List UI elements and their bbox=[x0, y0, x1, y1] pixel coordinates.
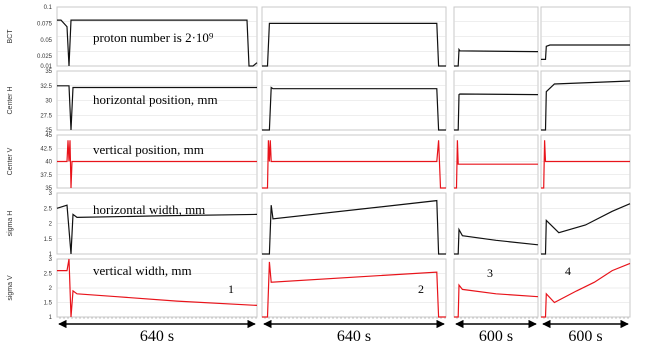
series-sigmaV-run3 bbox=[454, 283, 539, 318]
annotation-sigmaH: horizontal width, mm bbox=[93, 202, 205, 217]
ytick-bct-1: 0.075 bbox=[37, 21, 53, 27]
ytick-bct-4: 0.01 bbox=[40, 64, 52, 70]
series-sigmaV-run2 bbox=[262, 261, 446, 318]
ytick-centerV-4: 35 bbox=[45, 186, 52, 192]
series-bct-run2 bbox=[262, 22, 446, 67]
run-label-3: 3 bbox=[487, 266, 493, 280]
ylabel-sigmaH: sigma H bbox=[7, 211, 14, 237]
annotation-sigmaV: vertical width, mm bbox=[93, 263, 192, 278]
ytick-sigmaV-0: 3 bbox=[49, 257, 53, 263]
series-centerV-run4 bbox=[541, 140, 630, 189]
series-centerV-run2 bbox=[262, 140, 446, 189]
series-sigmaH-run4 bbox=[541, 203, 631, 255]
ylabel-centerV: Center V bbox=[7, 147, 14, 175]
series-bct-run1 bbox=[57, 19, 258, 67]
ytick-sigmaH-1: 2.5 bbox=[44, 206, 53, 212]
ytick-bct-2: 0.05 bbox=[40, 38, 52, 44]
annotation-bct: proton number is 2·10⁹ bbox=[93, 30, 214, 45]
series-centerH-run3 bbox=[454, 93, 539, 131]
ytick-centerV-1: 42.5 bbox=[40, 146, 52, 152]
ytick-centerH-1: 32.5 bbox=[40, 84, 52, 90]
series-centerH-run1 bbox=[57, 85, 257, 131]
ylabel-sigmaV: sigma V bbox=[7, 275, 14, 301]
ytick-sigmaV-3: 1.5 bbox=[44, 301, 53, 307]
series-centerH-run2 bbox=[262, 86, 446, 131]
ytick-sigmaV-4: 1 bbox=[49, 315, 53, 321]
ytick-centerH-4: 25 bbox=[45, 128, 52, 134]
annotation-centerH: horizontal position, mm bbox=[93, 92, 218, 107]
series-sigmaV-run1 bbox=[57, 258, 258, 318]
series-bct-run3 bbox=[454, 47, 538, 67]
series-sigmaH-run1 bbox=[56, 204, 258, 255]
series-centerV-run1 bbox=[57, 140, 257, 189]
ylabel-bct: BCT bbox=[7, 29, 14, 44]
ytick-centerV-3: 37.5 bbox=[40, 173, 52, 179]
ytick-centerH-0: 35 bbox=[45, 69, 52, 75]
series-sigmaH-run2 bbox=[262, 199, 446, 255]
series-centerH-run4 bbox=[541, 80, 631, 131]
ytick-sigmaH-3: 1.5 bbox=[44, 237, 53, 243]
ytick-sigmaV-2: 2 bbox=[49, 286, 53, 292]
annotation-centerV: vertical position, mm bbox=[93, 142, 204, 157]
ytick-bct-3: 0.025 bbox=[37, 54, 53, 60]
run-label-2: 2 bbox=[418, 282, 424, 296]
ytick-centerV-0: 45 bbox=[45, 133, 52, 139]
duration-label-3: 600 s bbox=[479, 328, 513, 345]
ytick-centerH-3: 27.5 bbox=[40, 113, 52, 119]
ylabel-centerH: Center H bbox=[7, 86, 14, 114]
ytick-centerV-2: 40 bbox=[45, 160, 52, 166]
series-sigmaV-run4 bbox=[541, 262, 631, 318]
duration-label-4: 600 s bbox=[568, 328, 602, 345]
ytick-sigmaH-0: 3 bbox=[49, 191, 53, 197]
ytick-bct-0: 0.1 bbox=[44, 5, 53, 11]
duration-label-1: 640 s bbox=[140, 328, 174, 345]
run-label-4: 4 bbox=[565, 264, 571, 278]
run-label-1: 1 bbox=[228, 282, 234, 296]
ytick-centerH-2: 30 bbox=[45, 99, 52, 105]
ytick-sigmaV-1: 2.5 bbox=[44, 272, 53, 278]
series-centerV-run3 bbox=[454, 140, 538, 189]
ytick-sigmaH-2: 2 bbox=[49, 222, 53, 228]
series-bct-run4 bbox=[541, 44, 630, 61]
duration-label-2: 640 s bbox=[337, 328, 371, 345]
series-sigmaH-run3 bbox=[454, 227, 539, 255]
ytick-sigmaH-4: 1 bbox=[49, 252, 53, 258]
